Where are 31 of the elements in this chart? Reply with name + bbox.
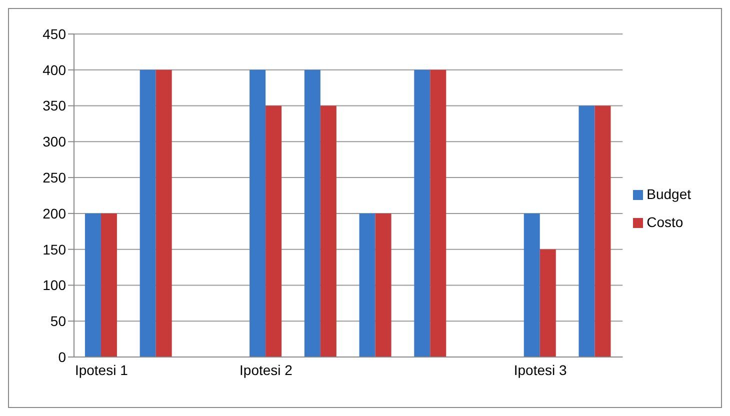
- bar: [359, 213, 376, 357]
- bar: [304, 70, 320, 357]
- bar: [266, 106, 282, 357]
- y-tick-label: 450: [42, 26, 66, 42]
- y-tick-label: 100: [42, 277, 66, 294]
- x-tick-label: Ipotesi 1: [74, 362, 128, 378]
- bar: [578, 106, 595, 357]
- y-tick-label: 50: [50, 313, 66, 330]
- y-tick-label: 0: [58, 348, 66, 365]
- y-tick-label: 300: [42, 134, 66, 150]
- x-tick-label: Ipotesi 2: [240, 362, 293, 378]
- bar: [430, 70, 446, 357]
- bar: [250, 70, 266, 357]
- legend-label: Costo: [646, 214, 684, 230]
- y-tick-label: 150: [42, 241, 66, 258]
- bar: [524, 213, 540, 357]
- bar: [540, 249, 556, 357]
- bar: [156, 70, 172, 357]
- bar: [84, 213, 101, 357]
- bar: [414, 70, 430, 357]
- bar: [375, 213, 392, 357]
- bar: [320, 106, 336, 357]
- y-tick-label: 250: [42, 170, 66, 186]
- bar: [140, 70, 156, 357]
- y-tick-label: 200: [42, 205, 66, 222]
- bar: [100, 213, 117, 357]
- y-tick-label: 350: [42, 98, 66, 114]
- x-tick-label: Ipotesi 3: [514, 362, 567, 378]
- bar: [594, 106, 611, 357]
- legend-label: Budget: [646, 186, 691, 202]
- y-tick-label: 400: [42, 62, 66, 78]
